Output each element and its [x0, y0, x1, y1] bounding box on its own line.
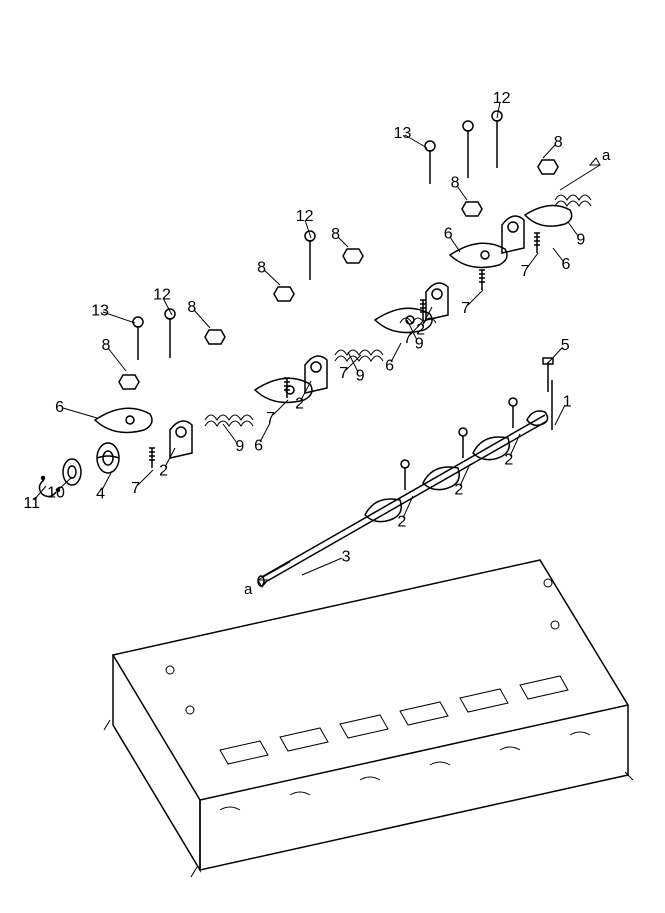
callout-label-7c: 7	[339, 365, 348, 382]
callout-label-6d: 6	[444, 226, 453, 243]
axis-label-a-ne: a	[602, 147, 611, 164]
washer-10	[63, 459, 81, 485]
callouts: 1222222345666667777778888889999101112121…	[23, 90, 585, 575]
leader-3	[302, 558, 342, 575]
axis-a-ne	[560, 158, 600, 190]
callout-label-7e: 7	[461, 300, 470, 317]
leader-6	[63, 408, 97, 418]
module-b	[205, 231, 327, 402]
callout-label-6c: 6	[385, 358, 394, 375]
callout-label-9d: 9	[576, 231, 585, 248]
callout-label-5: 5	[561, 337, 570, 354]
callout-label-13b: 13	[394, 125, 412, 142]
exploded-diagram: 1222222345666667777778888889999101112121…	[0, 0, 665, 913]
callout-label-6b: 6	[254, 438, 263, 455]
module-a	[95, 309, 192, 468]
axis-label-a-sw: a	[244, 581, 253, 598]
leader-8c	[264, 270, 280, 285]
spring-9b	[335, 350, 383, 361]
callout-label-2e: 2	[454, 482, 463, 499]
module-d	[425, 111, 524, 290]
collar-4	[97, 443, 119, 473]
exploded-row	[39, 111, 600, 587]
callout-label-7: 7	[131, 480, 140, 497]
callout-label-12: 12	[153, 286, 171, 303]
callout-label-8: 8	[102, 337, 111, 354]
leader-7	[138, 470, 153, 485]
callout-label-4: 4	[96, 486, 105, 503]
module-c	[343, 249, 448, 332]
callout-label-6e: 6	[561, 256, 570, 273]
leader-7e	[468, 290, 483, 305]
callout-label-13: 13	[91, 303, 109, 320]
callout-label-2d: 2	[397, 514, 406, 531]
callout-label-8f: 8	[554, 134, 563, 151]
leader-8	[108, 348, 126, 371]
cylinder-head-block	[104, 560, 633, 877]
callout-label-12c: 12	[493, 90, 511, 107]
callout-label-11: 11	[23, 495, 40, 512]
callout-label-7f: 7	[521, 263, 530, 280]
callout-label-8c: 8	[257, 259, 266, 276]
spring-9a	[205, 415, 253, 426]
callout-label-2b: 2	[295, 396, 304, 413]
callout-label-8d: 8	[331, 226, 340, 243]
callout-label-9c: 9	[415, 336, 424, 353]
callout-label-7d: 7	[403, 330, 412, 347]
callout-label-9b: 9	[356, 368, 365, 385]
leader-8b	[194, 310, 210, 328]
callout-label-1: 1	[563, 393, 572, 410]
callout-label-2f: 2	[504, 452, 513, 469]
callout-label-12b: 12	[296, 208, 314, 225]
callout-label-3: 3	[342, 548, 351, 565]
callout-label-2: 2	[159, 463, 168, 480]
callout-label-9: 9	[235, 438, 244, 455]
callout-label-7b: 7	[266, 410, 275, 427]
callout-label-8b: 8	[187, 299, 196, 316]
callout-label-8e: 8	[451, 175, 460, 192]
callout-label-10: 10	[47, 485, 65, 502]
assembled-rocker-shaft	[258, 358, 553, 586]
callout-label-6: 6	[55, 399, 64, 416]
